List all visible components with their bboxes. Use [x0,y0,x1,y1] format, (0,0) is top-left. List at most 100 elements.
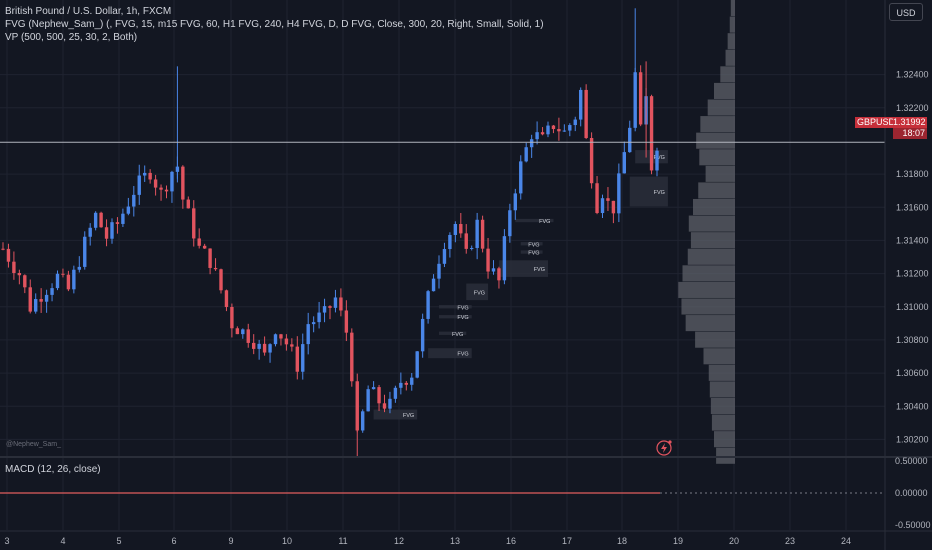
candle-body[interactable] [431,278,436,292]
candle-body[interactable] [143,172,147,176]
candle-body[interactable] [508,210,512,237]
candle-body[interactable] [88,227,92,237]
candle-body[interactable] [61,273,65,275]
currency-button[interactable]: USD [889,3,923,21]
candle-body[interactable] [6,248,11,262]
candle-body[interactable] [99,212,103,228]
candle-body[interactable] [551,125,556,130]
candle-body[interactable] [322,306,327,313]
candle-body[interactable] [459,223,463,234]
candle-body[interactable] [388,398,392,409]
macd-indicator-label[interactable]: MACD (12, 26, close) [5,464,101,475]
candle-body[interactable] [284,338,289,345]
candle-body[interactable] [502,236,507,281]
candle-body[interactable] [39,299,43,302]
candle-body[interactable] [121,213,125,224]
candle-body[interactable] [268,344,272,353]
candle-body[interactable] [311,322,316,325]
candle-body[interactable] [339,297,343,311]
fvg-indicator-label[interactable]: FVG (Nephew_Sam_) (, FVG, 15, m15 FVG, 6… [5,19,544,30]
candle-body[interactable] [426,291,430,319]
candle-body[interactable] [55,273,60,289]
candle-body[interactable] [638,72,643,125]
candle-body[interactable] [622,152,626,174]
candle-body[interactable] [273,334,278,345]
fvg-zone[interactable] [373,409,418,420]
fvg-zone[interactable] [520,250,543,254]
candle-body[interactable] [50,288,54,295]
candle-body[interactable] [470,247,474,249]
candle-body[interactable] [442,249,447,264]
candle-body[interactable] [350,332,354,382]
candle-body[interactable] [589,138,594,184]
candle-body[interactable] [301,344,305,372]
candle-body[interactable] [333,297,338,308]
candle-body[interactable] [317,312,321,323]
candle-body[interactable] [328,306,332,308]
candle-body[interactable] [153,179,158,188]
candle-body[interactable] [164,189,169,192]
fvg-zone[interactable] [428,348,472,359]
candle-body[interactable] [306,324,310,345]
candle-body[interactable] [448,234,452,250]
candle-body[interactable] [83,236,87,267]
candle-body[interactable] [1,248,5,250]
fvg-zone[interactable] [439,305,472,309]
candle-body[interactable] [148,172,152,180]
fvg-zone[interactable] [629,176,668,207]
candle-body[interactable] [235,328,240,335]
candle-body[interactable] [132,194,136,207]
candle-body[interactable] [579,89,583,120]
candle-body[interactable] [110,222,114,239]
candle-body[interactable] [246,329,250,343]
candle-body[interactable] [404,382,408,385]
candle-body[interactable] [410,377,414,385]
candle-body[interactable] [170,171,174,192]
candle-body[interactable] [72,269,76,290]
candle-body[interactable] [617,173,621,214]
candle-body[interactable] [377,387,381,404]
candle-body[interactable] [573,119,577,126]
candle-body[interactable] [224,290,229,307]
candle-body[interactable] [393,387,398,399]
candle-body[interactable] [192,208,196,239]
candle-body[interactable] [584,89,588,139]
candle-body[interactable] [44,294,49,302]
candle-body[interactable] [197,238,201,246]
candle-body[interactable] [115,222,120,224]
candle-body[interactable] [34,299,38,312]
candle-body[interactable] [290,344,294,347]
vp-indicator-label[interactable]: VP (500, 500, 25, 30, 2, Both) [5,32,138,43]
candle-body[interactable] [295,346,299,372]
candle-body[interactable] [480,219,485,249]
candle-body[interactable] [137,175,141,195]
symbol-title[interactable]: British Pound / U.S. Dollar, 1h, FXCM [5,6,172,17]
candle-body[interactable] [355,381,359,431]
candle-body[interactable] [540,132,545,135]
candle-body[interactable] [213,267,218,270]
candle-body[interactable] [186,199,190,209]
candle-body[interactable] [595,183,599,214]
candle-body[interactable] [361,411,365,431]
candle-body[interactable] [262,343,267,353]
candle-body[interactable] [649,96,654,171]
candle-body[interactable] [66,274,71,290]
candle-body[interactable] [606,198,610,201]
candle-body[interactable] [28,287,32,312]
candle-body[interactable] [497,268,501,281]
candle-body[interactable] [382,403,387,409]
candle-body[interactable] [279,334,283,339]
candle-body[interactable] [181,166,185,200]
candle-body[interactable] [524,147,528,162]
candle-body[interactable] [519,161,523,194]
candle-body[interactable] [257,343,261,349]
candle-body[interactable] [562,130,567,132]
fvg-zone[interactable] [439,315,472,319]
candle-body[interactable] [529,139,534,148]
candle-body[interactable] [475,219,479,248]
fvg-zone[interactable] [498,260,548,277]
candle-body[interactable] [464,233,468,249]
candle-body[interactable] [23,275,27,288]
candle-body[interactable] [611,200,616,214]
